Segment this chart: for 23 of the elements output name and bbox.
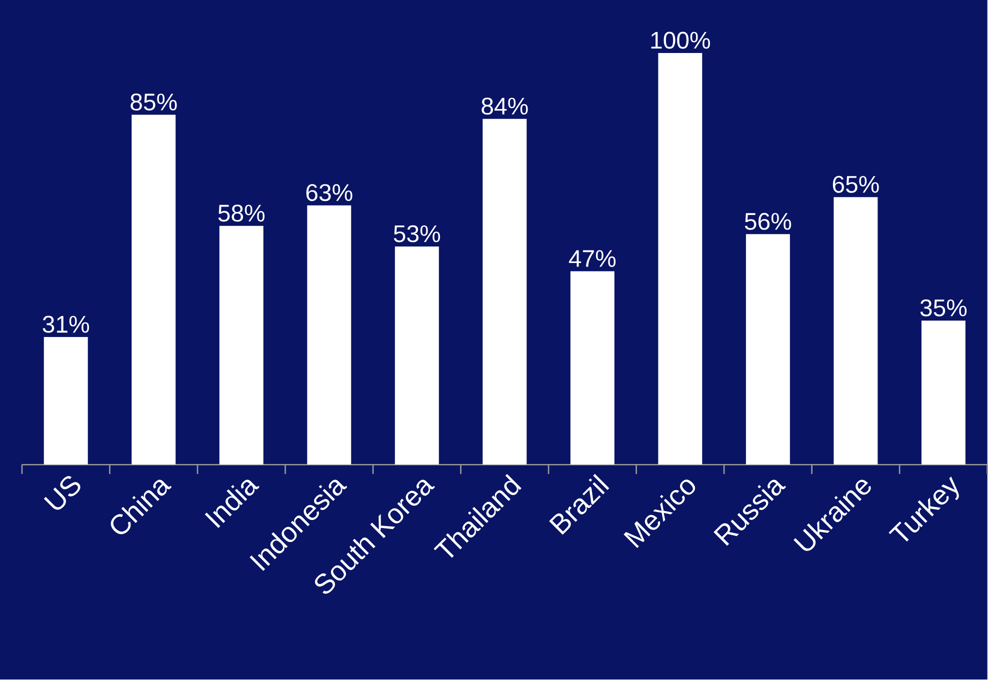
bar — [658, 53, 702, 465]
x-tick-label: US — [44, 476, 80, 510]
bar — [834, 197, 878, 465]
data-label: 85% — [130, 94, 177, 111]
bar — [570, 271, 614, 465]
bar — [44, 337, 88, 465]
bar — [394, 246, 439, 465]
data-label: 35% — [920, 300, 967, 317]
data-label: 47% — [568, 250, 616, 268]
data-label: 100% — [651, 32, 710, 49]
bar — [219, 226, 264, 465]
bar — [132, 115, 176, 465]
bar — [746, 234, 790, 465]
bar — [307, 206, 352, 465]
data-label: 53% — [394, 225, 440, 242]
data-label: 56% — [744, 213, 792, 230]
data-label: 58% — [218, 204, 265, 222]
data-label: 63% — [306, 184, 352, 202]
bar — [482, 119, 527, 465]
data-label: 65% — [832, 176, 879, 194]
data-label: 84% — [482, 98, 528, 115]
data-label: 31% — [42, 316, 90, 334]
bar — [921, 320, 966, 465]
